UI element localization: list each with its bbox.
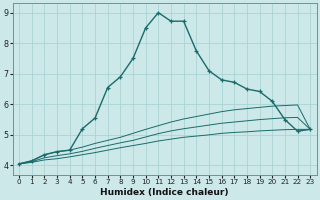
X-axis label: Humidex (Indice chaleur): Humidex (Indice chaleur)	[100, 188, 229, 197]
